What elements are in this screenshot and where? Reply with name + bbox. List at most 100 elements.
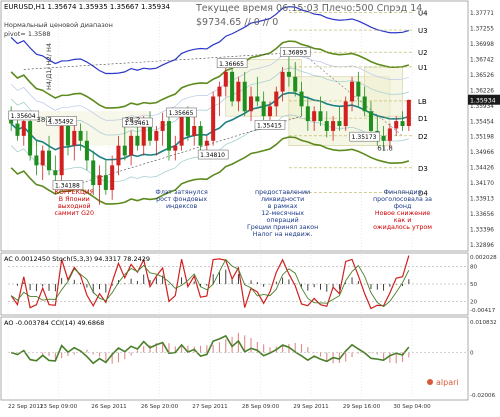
candle-body: [255, 96, 260, 102]
candle-body: [185, 116, 190, 136]
candle-body: [103, 175, 108, 190]
ao-tick-label: 0: [470, 351, 474, 357]
price-label: 1.34810: [200, 152, 225, 159]
pivot-level-label: U1: [418, 64, 428, 72]
time-tick-label: 30 Sep 04:00: [393, 404, 431, 410]
chart-subtitle: Нормальный ценовой диапазон: [4, 21, 113, 29]
candle-body: [97, 175, 102, 186]
price-labels: 1.35604 1.35492 1.35461 1.35665 1.36665 1.368…: [8, 47, 393, 190]
price-label-box: [46, 116, 77, 126]
annotation-line: операций: [267, 216, 299, 224]
candle-body: [72, 130, 77, 146]
pivot-label: pivot= 1.3588: [4, 30, 51, 38]
time-tick-label: 28 Sep 09:00: [242, 404, 280, 410]
candle-body: [406, 99, 411, 126]
candle-body: [78, 130, 83, 141]
pivot-level-label: U3: [418, 27, 428, 35]
price-tick-label: 1.33656: [470, 212, 494, 218]
candle-body: [129, 135, 134, 156]
candle-body: [135, 135, 140, 146]
time-tick-label: 29 Sep 2011: [293, 404, 329, 410]
candle-body: [84, 140, 89, 161]
candle-body: [368, 111, 373, 131]
annotation-line: предоставлении: [255, 189, 310, 196]
price-label-box: [279, 47, 311, 57]
annotation-line: как и: [394, 217, 412, 224]
annotation-line: Налог на недвиж.: [253, 231, 313, 238]
price-label: 1.35604: [11, 113, 36, 120]
candle-body: [34, 155, 39, 166]
price-label: 1.34188: [55, 183, 80, 190]
price-label: 1.35492: [49, 118, 74, 125]
time-tick-label: 26 Sep 2011: [91, 404, 127, 410]
candle-body: [381, 135, 386, 141]
candle-body: [280, 71, 285, 92]
price-tick-label: 1.36998: [470, 42, 494, 48]
price-tick-label: 1.36226: [470, 88, 494, 94]
candle-body: [15, 123, 20, 136]
candle-body: [154, 130, 159, 141]
price-label-box: [349, 131, 380, 142]
ac-stoch-panel: 0.002028 80 50 20 -0.00417: [8, 255, 497, 314]
price-label-box: [197, 149, 229, 160]
candle-body: [356, 81, 361, 97]
candle-body: [331, 121, 336, 131]
candle-body: [362, 96, 367, 112]
annotation-line: ожидалось утром: [373, 224, 432, 231]
candle-body: [318, 111, 323, 122]
brand-icon: [427, 379, 433, 385]
ac-tick-label: 50: [470, 282, 478, 288]
price-tick-label: 1.35934: [470, 104, 494, 110]
vertical-label: Н4/Д1/ Н2/ Н4: [45, 43, 53, 90]
annotation-line: Флэт затянулся: [155, 189, 208, 196]
candle-body: [53, 170, 58, 176]
pivot-level-label: D1: [418, 115, 428, 123]
current-price-label: 1.35934: [470, 98, 496, 105]
ac-tick-label: 0.002028: [470, 255, 497, 261]
candle-body: [148, 121, 153, 141]
middle-ma-line: [10, 91, 410, 161]
candle-body: [394, 121, 399, 129]
price-tick-label: 1.33913: [470, 197, 494, 203]
candle-body: [59, 126, 64, 176]
current-price-box: [468, 94, 500, 105]
fib-label: 38.2: [36, 116, 52, 124]
annotation-line: Финляндия: [384, 189, 422, 196]
symbol-line: EURUSD,H1 1.35674 1.35935 1.35667 1.3593…: [4, 3, 171, 11]
ac-tick-label: 80: [470, 265, 478, 271]
candle-body: [343, 101, 348, 126]
candle-body: [299, 91, 304, 107]
candle-body: [350, 81, 355, 102]
upper-band-line: [10, 40, 410, 109]
annotation-line: индексов: [166, 203, 198, 210]
pivot-level-label: U2: [418, 49, 428, 57]
candle-body: [400, 121, 405, 126]
price-axis: 1.37771 1.37255 1.36998 1.36742 1.36526 1.362…: [468, 11, 500, 249]
annotation-line: проголосовала за: [373, 196, 432, 203]
price-label: 1.36893: [282, 50, 307, 57]
candle-body: [324, 121, 329, 131]
candle-body: [166, 121, 171, 151]
price-label-box: [122, 117, 153, 128]
candle-body: [305, 106, 310, 122]
price-label: 1.35173: [352, 134, 377, 141]
candle-body: [337, 121, 342, 126]
price-label-box: [52, 180, 84, 190]
price-label: 1.35461: [124, 120, 149, 127]
fib-label: 38.2: [125, 116, 141, 124]
annotation-line: выходной: [58, 202, 91, 210]
candle-body: [230, 71, 235, 102]
candle-body: [116, 145, 121, 166]
price-tick-label: 1.36742: [470, 57, 494, 63]
candle-body: [192, 126, 197, 136]
annotation-line: Греции принял закон: [247, 224, 318, 231]
candle-body: [267, 106, 272, 117]
ao-panel-frame: [0, 316, 469, 401]
candle-body: [110, 165, 115, 190]
time-tick-label: 22 Sep 2011: [8, 404, 44, 410]
price-tick-label: 1.34966: [470, 150, 494, 156]
annotation-line: В Японии: [59, 196, 90, 203]
